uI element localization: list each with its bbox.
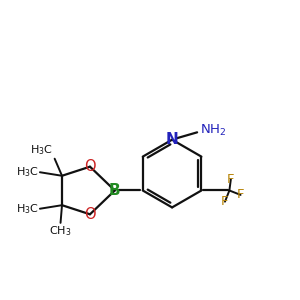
- Text: NH$_2$: NH$_2$: [200, 123, 226, 138]
- Text: F: F: [221, 195, 229, 208]
- Text: CH$_3$: CH$_3$: [49, 224, 72, 238]
- Text: F: F: [237, 188, 244, 201]
- Text: O: O: [84, 159, 96, 174]
- Text: H$_3$C: H$_3$C: [16, 165, 38, 179]
- Text: B: B: [109, 183, 121, 198]
- Text: F: F: [227, 173, 235, 186]
- Text: O: O: [84, 207, 96, 222]
- Text: H$_3$C: H$_3$C: [30, 143, 53, 157]
- Text: H$_3$C: H$_3$C: [16, 202, 38, 216]
- Text: N: N: [166, 132, 178, 147]
